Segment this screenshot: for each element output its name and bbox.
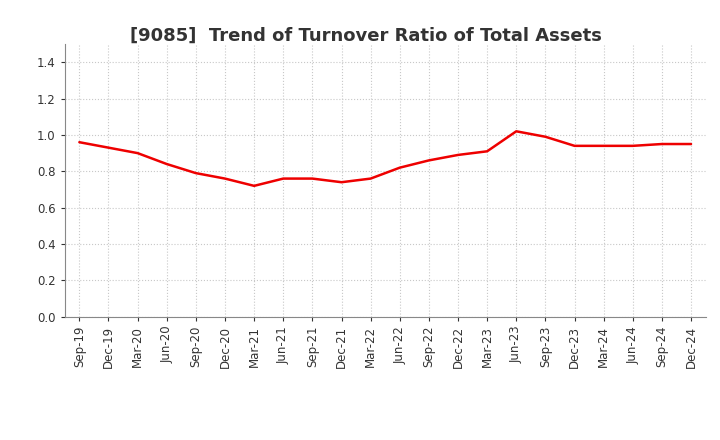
Text: [9085]  Trend of Turnover Ratio of Total Assets: [9085] Trend of Turnover Ratio of Total … [130,26,601,44]
